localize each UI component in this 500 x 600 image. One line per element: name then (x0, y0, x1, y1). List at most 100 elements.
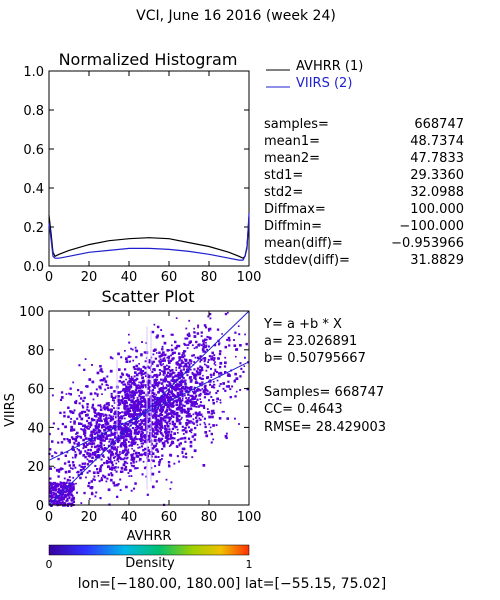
scatter-point (57, 457, 60, 461)
scatter-point (181, 387, 184, 390)
scatter-point (200, 368, 203, 371)
scatter-point (156, 325, 160, 329)
scatter-point (110, 466, 113, 469)
scatter-point (204, 387, 207, 391)
scatter-point (151, 376, 154, 379)
scatter-point (61, 498, 64, 501)
scatter-point (153, 374, 156, 377)
scatter-point (90, 442, 94, 446)
scatter-point (159, 424, 161, 427)
scatter-point (92, 403, 95, 406)
scatter-point (117, 483, 120, 486)
scatter-point (199, 404, 202, 407)
scatter-point (128, 469, 132, 472)
scatter-point (58, 501, 61, 504)
scatter-point (107, 444, 110, 447)
scatter-point (128, 377, 131, 380)
scatter-point (194, 356, 197, 359)
scatter-point (203, 359, 206, 362)
scatter-point (124, 441, 127, 444)
scatter-point (68, 490, 71, 493)
scatter-point (86, 406, 89, 409)
scatter-point (140, 390, 143, 393)
scatter-point (156, 401, 159, 405)
scatter-point (140, 445, 144, 448)
scatter-point (93, 472, 95, 474)
scatter-point (187, 437, 191, 440)
scatter-point (198, 413, 202, 416)
scatter-point (210, 441, 213, 444)
scatter-point (60, 433, 63, 436)
scatter-point (128, 411, 130, 413)
scatter-point (49, 467, 52, 470)
scatter-point (125, 426, 128, 429)
scatter-point (132, 359, 135, 362)
scatter-point (137, 447, 139, 449)
scatter-point (166, 439, 169, 443)
scatter-point (174, 346, 178, 350)
scatter-point (87, 422, 90, 425)
scatter-point (84, 437, 88, 440)
scatter-point (136, 443, 139, 446)
scatter-point (51, 495, 54, 498)
scatter-point (74, 466, 77, 469)
scatter-point (187, 361, 190, 365)
colorbar-min-label: 0 (46, 558, 53, 571)
scatter-point (213, 362, 216, 365)
scatter-point (213, 343, 217, 347)
scatter-point (124, 417, 126, 420)
scatter-point (208, 393, 211, 395)
scatter-point (171, 376, 174, 379)
scatter-point (56, 496, 59, 499)
scatter-point (227, 380, 230, 383)
scatter-point (131, 447, 133, 450)
scatter-point (60, 481, 63, 484)
scatter-point (100, 406, 102, 408)
scatter-point (155, 426, 159, 429)
scatter-point (131, 399, 134, 402)
scatter-point (226, 375, 229, 377)
scatter-point (57, 475, 60, 478)
scatter-point (173, 372, 176, 374)
scatter-point (94, 450, 97, 454)
scatter-point (174, 388, 177, 392)
scatter-point (173, 422, 176, 426)
scatter-point (103, 429, 106, 432)
scatter-point (180, 409, 183, 412)
scatter-point (153, 384, 156, 387)
scatter-point (167, 365, 171, 368)
scatter-point (190, 386, 193, 389)
scatter-point (191, 402, 194, 405)
scatter-point (139, 411, 142, 414)
scatter-point (79, 450, 82, 454)
scatter-point (132, 402, 136, 405)
scatter-point (130, 444, 134, 447)
scatter-point (199, 366, 202, 368)
scatter-point (196, 402, 198, 405)
scatter-point (191, 372, 194, 375)
scatter-point (191, 354, 194, 357)
scatter-point (137, 372, 140, 375)
scatter-point (154, 465, 157, 468)
scatter-point (65, 481, 68, 484)
scatter-point (170, 348, 174, 352)
scatter-point (116, 483, 119, 487)
scatter-point (102, 424, 105, 427)
scatter-point (112, 415, 115, 418)
scatter-point (107, 384, 109, 387)
scatter-point (158, 402, 160, 405)
scatter-point (179, 383, 183, 387)
scatter-point (91, 380, 95, 384)
scatter-point (69, 387, 72, 390)
scatter-point (109, 453, 113, 457)
scatter-point (193, 386, 196, 389)
scatter-point (131, 453, 134, 457)
scatter-point (115, 462, 118, 465)
scatter-point (148, 436, 151, 439)
scatter-point (88, 442, 91, 445)
scatter-point (149, 407, 152, 410)
scatter-point (172, 388, 175, 391)
scatter-point (148, 418, 151, 421)
scatter-point (80, 502, 83, 504)
scatter-point (238, 423, 240, 425)
